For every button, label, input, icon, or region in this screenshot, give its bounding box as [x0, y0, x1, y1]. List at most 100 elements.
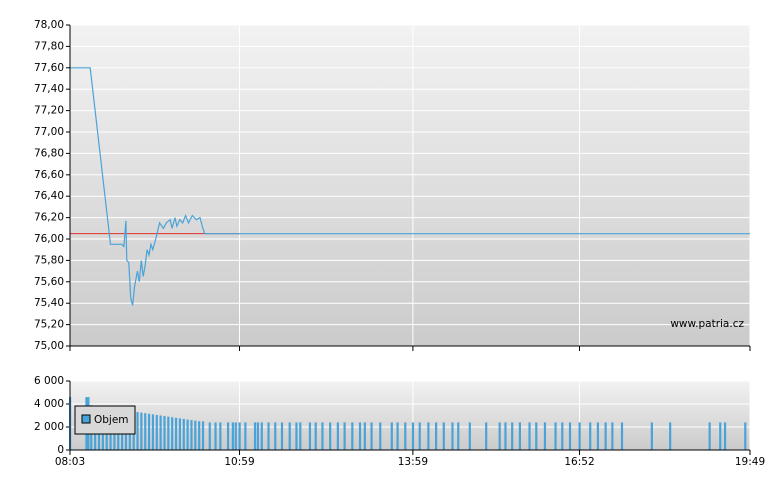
watermark: www.patria.cz [670, 318, 744, 330]
volume-bar [308, 422, 312, 450]
volume-bar [589, 422, 592, 450]
y-tick-label: 76,00 [34, 233, 64, 245]
volume-bar [723, 422, 727, 450]
y-tick-label: 76,60 [34, 169, 64, 181]
volume-bar [214, 422, 217, 450]
volume-bar [620, 422, 624, 450]
volume-bar [379, 422, 382, 450]
volume-bar [554, 422, 557, 450]
y-tick-label: 77,60 [34, 62, 64, 74]
y-tick-label: 77,80 [34, 40, 64, 52]
volume-bar [234, 422, 237, 450]
volume-bar [708, 422, 711, 450]
y-tick-label: 77,40 [34, 83, 64, 95]
volume-bar [498, 422, 501, 450]
legend-swatch [81, 414, 91, 424]
volume-bar [468, 422, 471, 450]
volume-bar [321, 422, 324, 450]
y-tick-label: 75,20 [34, 319, 64, 331]
x-tick-label: 16:52 [564, 456, 594, 468]
y-tick-label: 75,80 [34, 254, 64, 266]
volume-bar [669, 422, 672, 450]
volume-bar [543, 422, 547, 450]
y-tick-label: 75,00 [34, 340, 64, 352]
volume-bar [511, 422, 514, 450]
volume-bar [274, 422, 277, 450]
y-tick-label: 75,60 [34, 276, 64, 288]
volume-bar [561, 422, 564, 450]
x-tick-label: 19:49 [735, 456, 765, 468]
volume-bar [226, 422, 230, 450]
volume-bar [155, 414, 158, 450]
volume-bar [451, 422, 454, 450]
volume-bar [435, 422, 438, 450]
volume-bar [174, 417, 178, 450]
volume-bar [390, 422, 393, 450]
volume-bar [244, 422, 247, 450]
volume-bar [528, 422, 531, 450]
volume-bar [351, 422, 354, 450]
volume-bar [314, 422, 317, 450]
volume-bar [238, 422, 241, 450]
volume-bar [167, 416, 170, 450]
x-tick-label: 13:59 [398, 456, 428, 468]
volume-bar [144, 413, 147, 450]
volume-bar [159, 415, 162, 450]
x-tick-label: 08:03 [55, 456, 85, 468]
volume-bar [611, 422, 614, 450]
y-tick-label: 76,40 [34, 190, 64, 202]
volume-bar [604, 422, 607, 450]
volume-bar [518, 422, 522, 450]
volume-bar [370, 422, 373, 450]
volume-bar [140, 412, 143, 450]
y-tick-label: 6 000 [34, 375, 64, 387]
volume-bar [744, 422, 747, 450]
volume-bar [442, 422, 445, 450]
volume-bar [219, 422, 222, 450]
volume-bar [427, 422, 430, 450]
volume-bar [194, 420, 197, 450]
volume-bar [299, 422, 302, 450]
y-tick-label: 76,20 [34, 212, 64, 224]
volume-bar [178, 418, 182, 450]
volume-bar [535, 422, 538, 450]
volume-bar [231, 422, 234, 450]
volume-bar [267, 422, 270, 450]
volume-bar [719, 422, 722, 450]
volume-bar [363, 422, 366, 450]
volume-bar [288, 422, 291, 450]
y-tick-label: 76,80 [34, 147, 64, 159]
volume-bar [295, 422, 298, 450]
y-tick-label: 75,40 [34, 297, 64, 309]
volume-bar [411, 422, 415, 450]
volume-bar [596, 422, 600, 450]
volume-bar [208, 422, 211, 450]
volume-bar [568, 422, 572, 450]
volume-bar [485, 422, 488, 450]
y-tick-label: 2 000 [34, 421, 64, 433]
y-tick-label: 77,00 [34, 126, 64, 138]
volume-bar [163, 416, 166, 450]
y-tick-label: 78,00 [34, 19, 64, 31]
volume-bar [336, 422, 339, 450]
volume-bar [198, 421, 201, 450]
volume-bar [650, 422, 653, 450]
volume-bar [201, 421, 205, 450]
volume-bar [171, 417, 174, 450]
volume-bar [151, 414, 155, 450]
y-tick-label: 0 [57, 444, 64, 456]
volume-bar [186, 419, 189, 450]
volume-bar [256, 422, 260, 450]
volume-bar [253, 422, 257, 450]
volume-bar [190, 420, 193, 450]
volume-bar [396, 422, 399, 450]
volume-bar [404, 422, 407, 450]
volume-bar [260, 422, 263, 450]
volume-bar [280, 422, 284, 450]
y-tick-label: 77,20 [34, 105, 64, 117]
volume-bar [329, 422, 332, 450]
volume-bar [343, 422, 346, 450]
price-plot-area [70, 25, 750, 346]
price-line [70, 67, 750, 306]
